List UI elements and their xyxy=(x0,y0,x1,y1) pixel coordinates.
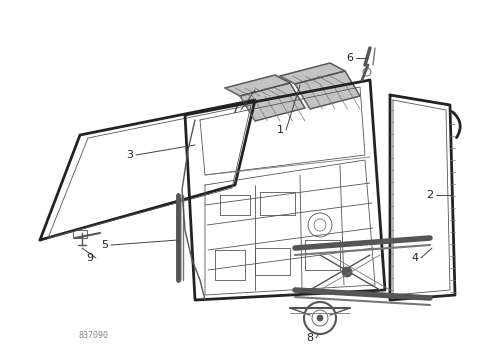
Text: 3: 3 xyxy=(126,150,133,160)
Text: 2: 2 xyxy=(426,190,434,200)
Text: 4: 4 xyxy=(412,253,418,263)
Polygon shape xyxy=(280,63,345,84)
Text: 6: 6 xyxy=(346,53,353,63)
Circle shape xyxy=(317,315,323,321)
Polygon shape xyxy=(295,71,360,109)
Text: 9: 9 xyxy=(86,253,94,263)
Text: 837090: 837090 xyxy=(78,331,108,340)
Circle shape xyxy=(342,267,352,277)
Text: 5: 5 xyxy=(101,240,108,250)
Polygon shape xyxy=(225,75,290,96)
Text: 7: 7 xyxy=(231,105,239,115)
Text: 1: 1 xyxy=(276,125,284,135)
Text: 8: 8 xyxy=(306,333,314,343)
Polygon shape xyxy=(240,83,305,121)
